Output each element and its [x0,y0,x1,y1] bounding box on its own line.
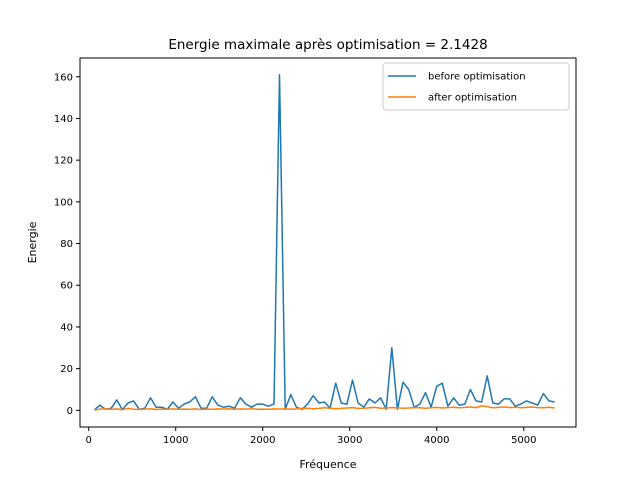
y-tick-label: 20 [60,364,73,375]
x-tick-label: 3000 [337,435,362,446]
x-axis-ticks: 0 1000 2000 3000 4000 5000 [86,427,537,446]
plot-frame [79,57,577,428]
y-tick-label: 100 [54,197,73,208]
y-tick-label: 80 [60,239,73,250]
plot-area [93,73,555,411]
x-tick-label: 2000 [250,435,275,446]
x-tick-label: 4000 [424,435,449,446]
y-tick-label: 140 [54,114,73,125]
x-axis-label: Fréquence [299,458,356,471]
y-tick-label: 60 [60,281,73,292]
chart-title: Energie maximale après optimisation = 2.… [168,37,487,53]
x-tick-label: 1000 [163,435,188,446]
y-tick-label: 0 [67,406,73,417]
series-layer [93,73,555,411]
y-tick-label: 40 [60,322,73,333]
legend-box [382,62,570,111]
series-line-after [94,405,555,411]
y-axis-ticks: 0 20 40 60 80 100 120 140 160 [54,72,80,417]
x-tick-label: 0 [86,435,92,446]
series-line-before [93,73,555,411]
y-tick-label: 160 [54,72,73,83]
legend: before optimisation after optimisation [382,62,570,111]
y-axis-label: Energie [26,221,39,263]
x-tick-label: 5000 [511,435,536,446]
y-tick-label: 120 [54,156,73,167]
legend-label: before optimisation [428,72,526,83]
legend-label: after optimisation [428,93,517,104]
